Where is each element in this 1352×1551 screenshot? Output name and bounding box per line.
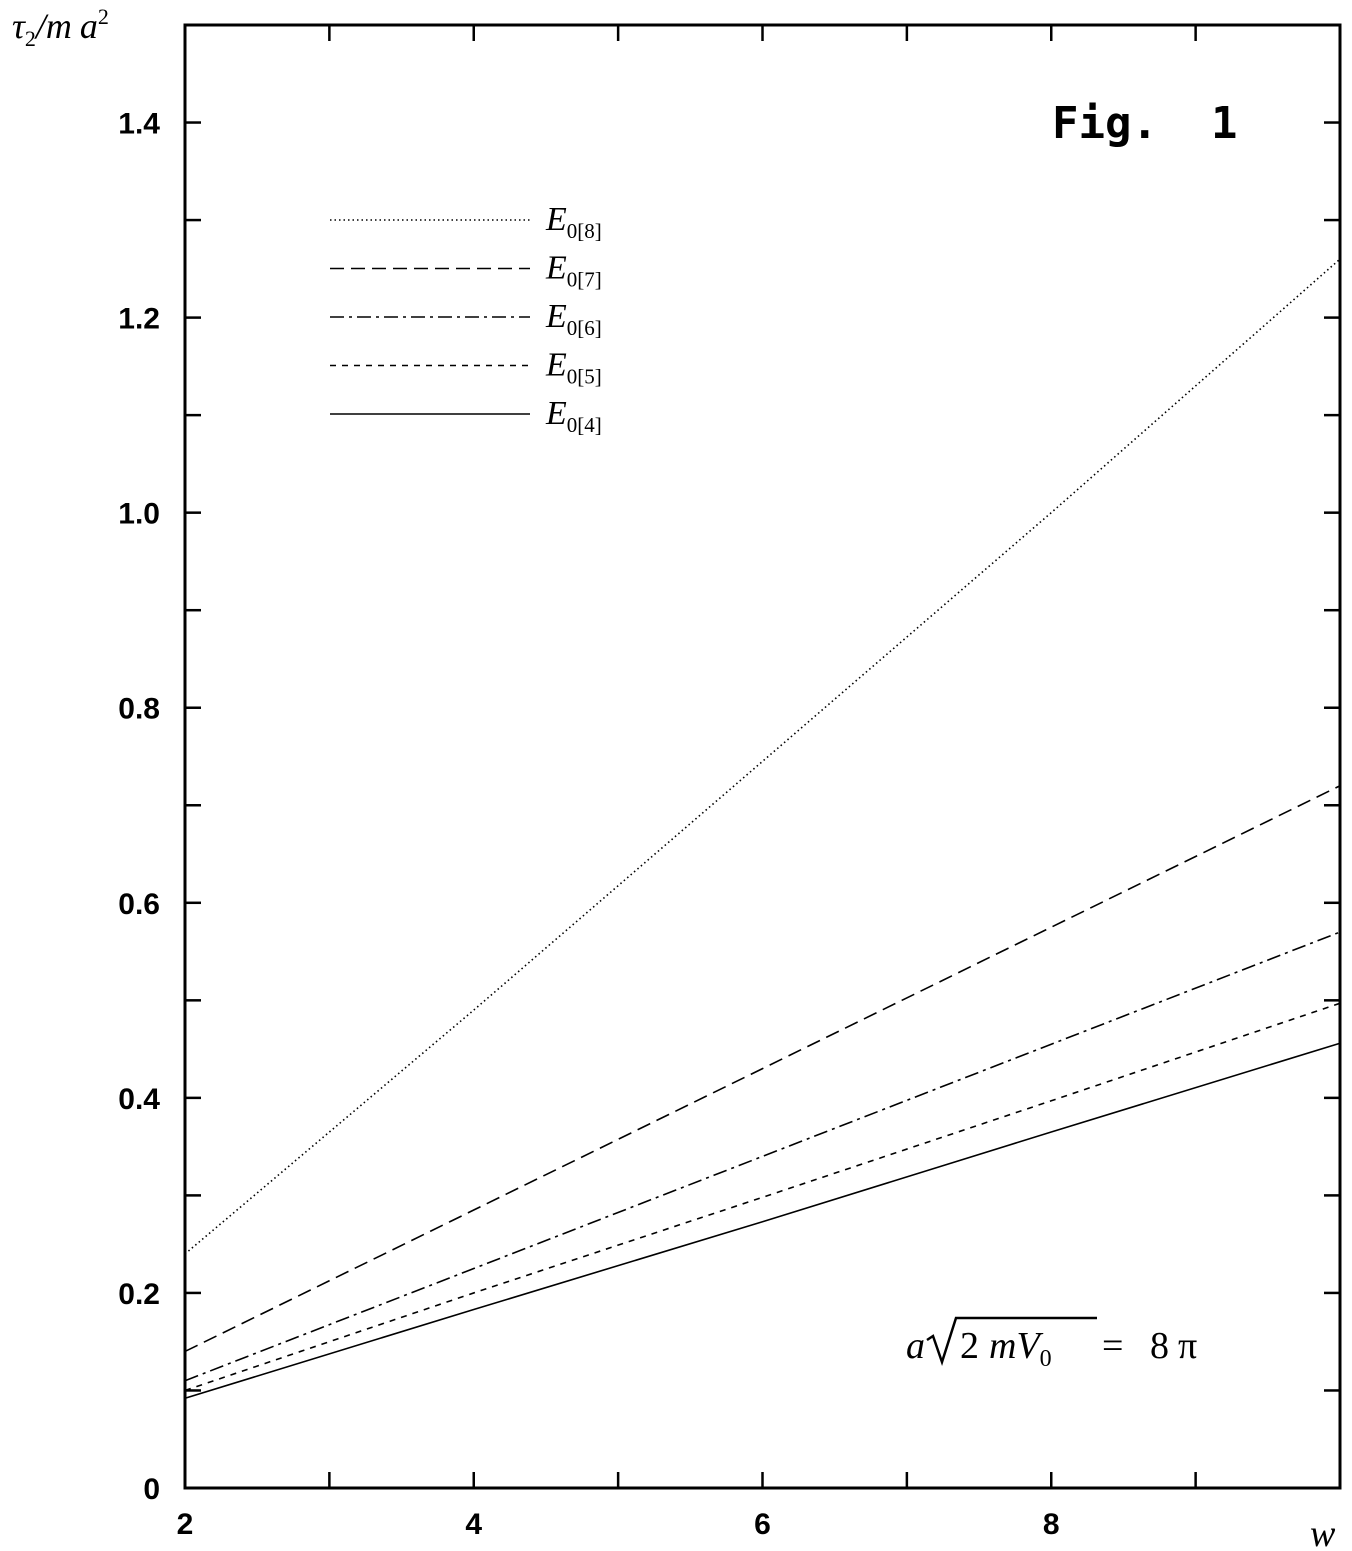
legend-entry: E0[4] — [545, 395, 602, 437]
x-tick-label: 6 — [754, 1508, 771, 1541]
legend: E0[8] E0[7] E0[6] E0[5] E0[4] — [330, 201, 602, 437]
x-tick-labels: 2 4 6 8 — [177, 1508, 1060, 1541]
y-tick-label: 0.4 — [118, 1083, 160, 1116]
y-tick-label: 0.2 — [118, 1278, 160, 1311]
svg-text:8: 8 — [1150, 1325, 1169, 1367]
svg-text:π: π — [1178, 1325, 1197, 1367]
series-line-dashdot — [184, 931, 1341, 1382]
plot-frame — [183, 23, 1342, 1490]
figure-title: Fig. 1 — [1052, 98, 1237, 149]
legend-entry: E0[6] — [545, 298, 602, 340]
y-tick-label: 0 — [143, 1473, 160, 1506]
y-tick-label: 1.2 — [118, 303, 160, 336]
y-tick-label: 1.4 — [118, 108, 160, 141]
y-tick-label: 0.6 — [118, 888, 160, 921]
series-line-solid — [184, 1042, 1341, 1400]
annotation-var-a: a — [906, 1325, 925, 1367]
x-tick-label: 8 — [1043, 1508, 1060, 1541]
y-tick-labels: 0 0.2 0.4 0.6 0.8 1.0 1.2 1.4 — [118, 108, 160, 1506]
series-line-dashed — [184, 785, 1341, 1353]
annotation-equals: = — [1102, 1325, 1123, 1367]
legend-entry: E0[5] — [545, 347, 602, 389]
tick-marks — [183, 25, 1340, 1490]
legend-entry: E0[7] — [545, 250, 602, 292]
y-tick-label: 1.0 — [118, 498, 160, 531]
series-lines — [184, 258, 1341, 1400]
x-tick-label: 4 — [465, 1508, 482, 1541]
legend-entry: E0[8] — [545, 201, 602, 243]
series-line-dotted — [184, 258, 1341, 1255]
parameter-annotation: a 2 mV0 = 8 π — [906, 1316, 1197, 1372]
sqrt-sign — [926, 1316, 1097, 1366]
y-tick-label: 0.8 — [118, 693, 160, 726]
x-tick-label: 2 — [177, 1508, 194, 1541]
x-axis-label: w — [1310, 1513, 1336, 1551]
y-axis-label: τ2/m a2 — [12, 4, 109, 51]
